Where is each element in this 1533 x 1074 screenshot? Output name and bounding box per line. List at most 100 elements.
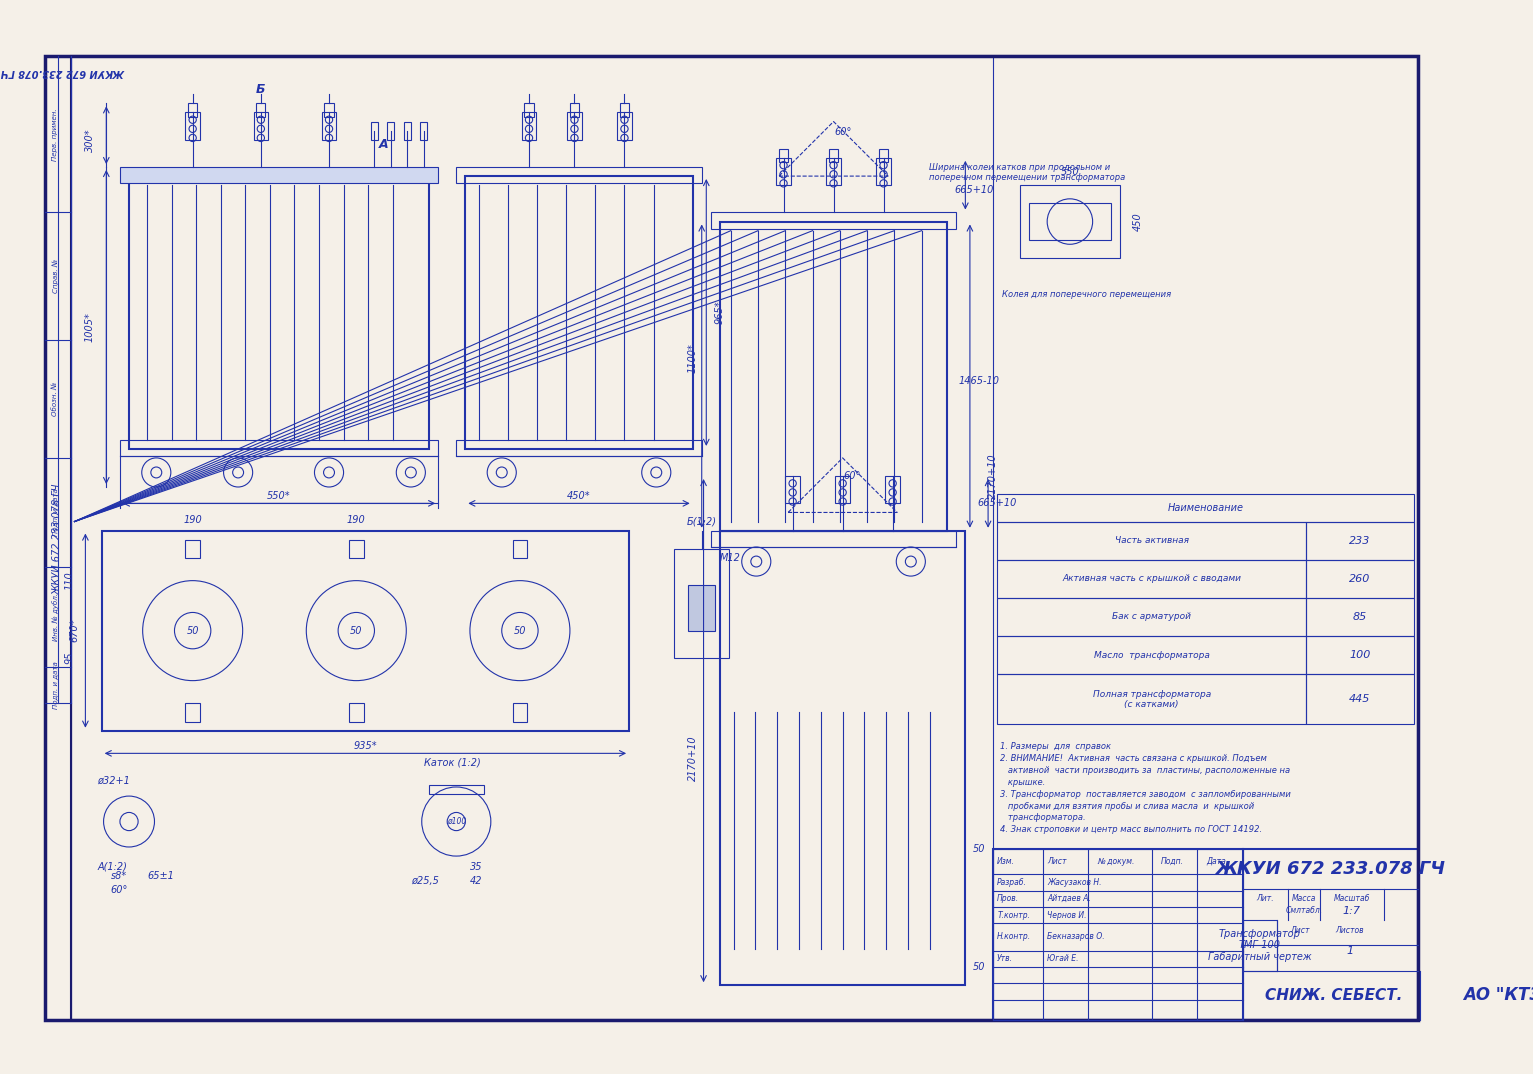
Text: 550: 550 — [1061, 166, 1079, 176]
Text: Колея для поперечного перемещения: Колея для поперечного перемещения — [1001, 290, 1171, 299]
Text: 2170+10: 2170+10 — [688, 735, 698, 781]
Text: Активная часть с крышкой с вводами: Активная часть с крышкой с вводами — [1062, 575, 1242, 583]
Bar — [1029, 203, 1111, 240]
Bar — [457, 439, 702, 456]
Text: активной  части производить за  пластины, расположенные на: активной части производить за пластины, … — [1000, 766, 1291, 775]
Text: поперечном перемещении трансформатора: поперечном перемещении трансформатора — [929, 173, 1125, 183]
Bar — [1306, 522, 1413, 560]
Bar — [993, 848, 1418, 1019]
Bar — [350, 703, 363, 722]
Text: Смлтабл.: Смлтабл. — [1286, 906, 1323, 915]
Bar — [512, 540, 527, 557]
Text: Подп.: Подп. — [1160, 857, 1183, 866]
Text: 60°: 60° — [843, 471, 860, 481]
Bar — [996, 674, 1306, 724]
Text: 65±1: 65±1 — [147, 871, 175, 881]
Text: Масло  трансформатора: Масло трансформатора — [1093, 651, 1210, 659]
Text: А(1:2): А(1:2) — [97, 862, 127, 872]
Bar — [996, 560, 1306, 598]
Bar — [711, 531, 957, 547]
Text: Изм.: Изм. — [996, 857, 1015, 866]
Text: Подп. и дата: Подп. и дата — [52, 662, 58, 709]
Text: 665+10: 665+10 — [978, 498, 1016, 508]
Bar — [189, 103, 198, 117]
Text: Н.контр.: Н.контр. — [996, 932, 1032, 942]
Bar — [1306, 674, 1413, 724]
Text: 1005*: 1005* — [84, 313, 95, 342]
Bar — [776, 158, 791, 185]
Bar — [996, 598, 1306, 636]
Text: 190: 190 — [184, 514, 202, 525]
Bar — [993, 56, 1418, 1019]
Text: 1: 1 — [1346, 945, 1354, 956]
Text: 60°: 60° — [834, 128, 851, 137]
Text: пробками для взятия пробы и слива масла  и  крышкой: пробками для взятия пробы и слива масла … — [1000, 801, 1254, 811]
Bar — [618, 113, 632, 140]
Bar — [1019, 185, 1121, 258]
Text: 50: 50 — [514, 626, 526, 636]
Text: 965*: 965* — [714, 301, 725, 324]
Text: 85: 85 — [1352, 612, 1367, 622]
Bar — [420, 121, 428, 140]
Text: 445: 445 — [1349, 694, 1371, 705]
Text: 550*: 550* — [267, 491, 291, 502]
Text: ø25,5: ø25,5 — [411, 875, 438, 886]
Bar — [524, 103, 533, 117]
Bar — [721, 531, 966, 985]
Text: 1465-10: 1465-10 — [958, 376, 1000, 386]
Text: 50: 50 — [187, 626, 199, 636]
Bar — [325, 103, 334, 117]
Bar — [322, 113, 336, 140]
Text: А: А — [379, 137, 388, 150]
Bar — [829, 149, 839, 162]
Bar — [688, 585, 716, 630]
Text: ø32+1: ø32+1 — [97, 775, 130, 785]
Text: 2. ВНИМАНИЕ!  Активная  часть связана с крышкой. Подъем: 2. ВНИМАНИЕ! Активная часть связана с кр… — [1000, 754, 1266, 764]
Bar — [886, 476, 900, 504]
Text: 50: 50 — [973, 844, 986, 854]
Bar — [101, 531, 629, 730]
Text: Бекназаров О.: Бекназаров О. — [1047, 932, 1105, 942]
Text: Полная трансформатора
(с катками): Полная трансформатора (с катками) — [1093, 690, 1211, 709]
Text: 300*: 300* — [84, 128, 95, 151]
Text: Пров.: Пров. — [996, 895, 1019, 903]
Text: Б(1:2): Б(1:2) — [687, 517, 717, 526]
Text: Бак с арматурой: Бак с арматурой — [1113, 612, 1191, 622]
Text: СНИЖ. СЕБЕСТ.: СНИЖ. СЕБЕСТ. — [1265, 988, 1403, 1003]
Bar — [1306, 560, 1413, 598]
Text: Масштаб: Масштаб — [1334, 895, 1371, 903]
Text: 665+10: 665+10 — [955, 185, 993, 194]
Bar — [996, 522, 1306, 560]
Text: s8*: s8* — [110, 871, 127, 881]
Bar — [570, 103, 579, 117]
Text: Дата: Дата — [1206, 857, 1226, 866]
Text: Наименование: Наименование — [1167, 503, 1243, 513]
Bar — [256, 103, 265, 117]
Text: 935*: 935* — [354, 741, 377, 751]
Text: 3. Трансформатор  поставляется заводом  с запломбированными: 3. Трансформатор поставляется заводом с … — [1000, 789, 1291, 799]
Bar — [185, 703, 199, 722]
Bar — [1243, 919, 1277, 971]
Text: Инв. № дубл.: Инв. № дубл. — [52, 593, 58, 641]
Bar — [185, 540, 199, 557]
Text: АО "КТЗ": АО "КТЗ" — [1462, 986, 1533, 1004]
Bar — [779, 149, 788, 162]
Text: ø100: ø100 — [446, 817, 466, 826]
Text: 60°: 60° — [110, 885, 129, 895]
Bar — [877, 158, 891, 185]
Bar — [996, 494, 1413, 522]
Text: Справ. №: Справ. № — [52, 259, 58, 293]
Text: 4. Знак строповки и центр масс выполнить по ГОСТ 14192.: 4. Знак строповки и центр масс выполнить… — [1000, 825, 1262, 834]
Bar — [826, 158, 840, 185]
Bar — [185, 113, 199, 140]
Bar — [46, 56, 71, 1019]
Bar — [785, 476, 800, 504]
Text: 260: 260 — [1349, 574, 1371, 584]
Bar — [253, 113, 268, 140]
Text: Чернов И.: Чернов И. — [1047, 911, 1087, 919]
Bar — [835, 476, 849, 504]
Text: Обозн. №: Обозн. № — [52, 381, 58, 416]
Text: Листов: Листов — [1335, 926, 1364, 935]
Bar — [675, 549, 730, 658]
Text: Лист: Лист — [1047, 857, 1067, 866]
